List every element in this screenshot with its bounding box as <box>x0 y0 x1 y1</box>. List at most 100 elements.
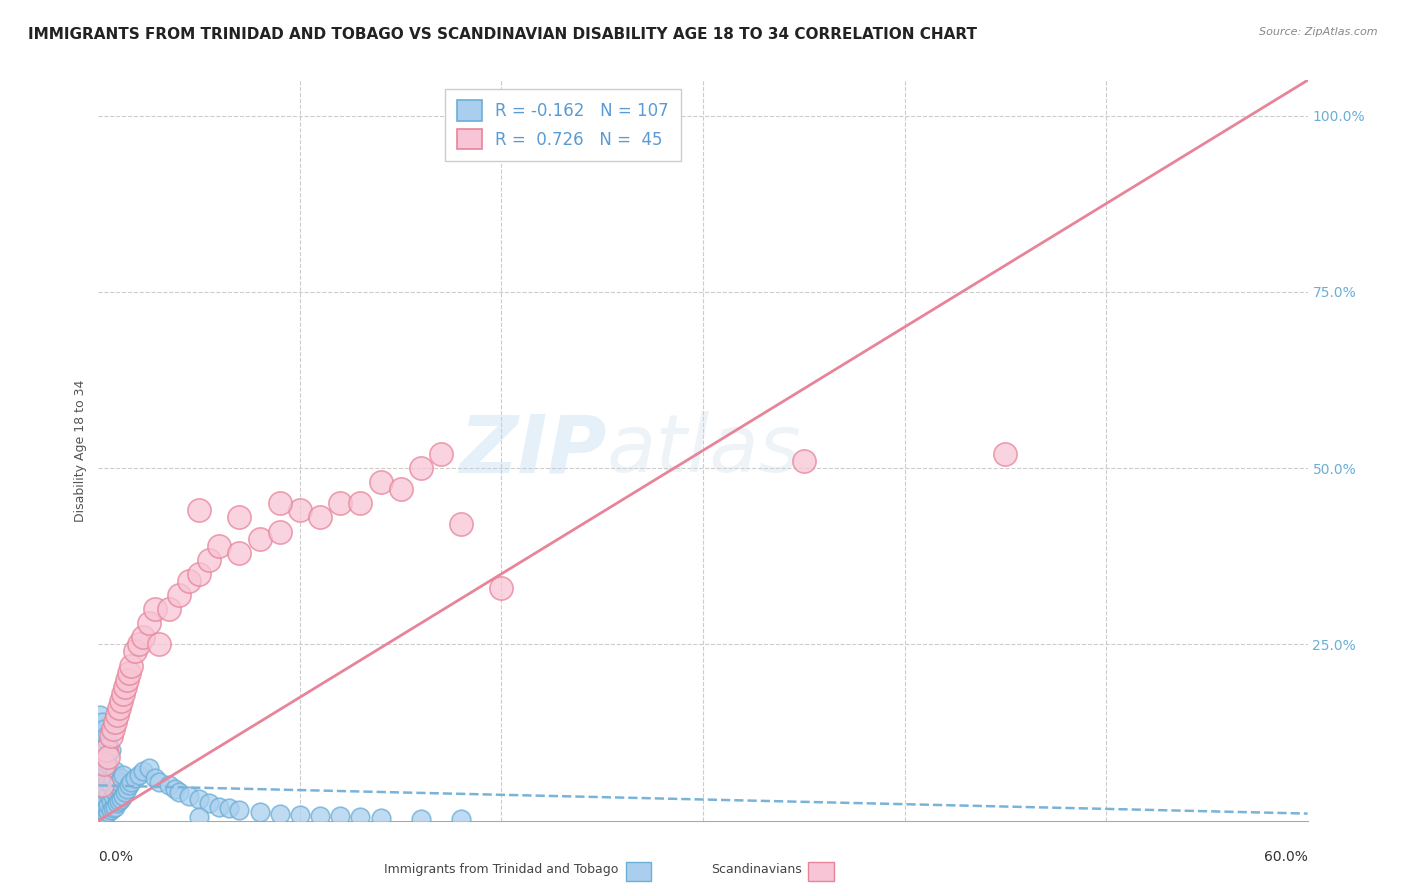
Point <box>89 796 111 810</box>
Point <box>269 496 291 510</box>
Point <box>97 798 120 813</box>
Point <box>124 644 146 658</box>
Point <box>409 812 432 826</box>
Point <box>100 729 122 743</box>
Point <box>132 630 155 644</box>
Point <box>128 768 150 782</box>
Point <box>118 665 141 680</box>
Point <box>93 778 115 792</box>
Point <box>107 701 129 715</box>
Point <box>188 810 211 824</box>
Point <box>208 539 231 553</box>
Point <box>138 761 160 775</box>
Point <box>91 796 114 810</box>
Point <box>188 503 211 517</box>
Point <box>93 722 115 736</box>
Point <box>89 801 111 815</box>
Point <box>329 496 352 510</box>
Point <box>228 803 250 817</box>
Point <box>89 764 111 779</box>
Text: Source: ZipAtlas.com: Source: ZipAtlas.com <box>1260 27 1378 37</box>
Point <box>124 772 146 786</box>
Text: Immigrants from Trinidad and Tobago: Immigrants from Trinidad and Tobago <box>384 863 619 876</box>
Point <box>163 781 186 796</box>
Point <box>288 503 311 517</box>
Point <box>103 714 125 729</box>
Point <box>114 785 136 799</box>
Point <box>101 789 124 803</box>
Point <box>269 524 291 539</box>
Point <box>91 810 114 824</box>
Point <box>91 808 114 822</box>
Point <box>101 772 124 786</box>
Point <box>89 799 111 814</box>
Point <box>97 805 120 820</box>
Point <box>115 673 138 687</box>
Point <box>103 785 125 799</box>
Point <box>167 588 190 602</box>
Point <box>89 803 111 817</box>
Point <box>91 799 114 814</box>
Point <box>143 602 166 616</box>
Point <box>103 799 125 814</box>
Point <box>89 772 111 786</box>
Point <box>91 714 114 729</box>
Point <box>188 566 211 581</box>
Point <box>118 778 141 792</box>
Point <box>89 806 111 821</box>
Point <box>309 808 332 822</box>
Point <box>111 768 134 782</box>
Point <box>389 482 412 496</box>
Point <box>110 792 132 806</box>
Point <box>179 574 201 588</box>
Text: atlas: atlas <box>606 411 801 490</box>
Point <box>96 743 118 757</box>
Point <box>96 806 118 821</box>
Point <box>157 602 180 616</box>
Point <box>96 781 118 796</box>
Point <box>115 781 138 796</box>
Point <box>97 750 120 764</box>
Text: 60.0%: 60.0% <box>1264 850 1308 864</box>
Point <box>89 805 111 820</box>
Point <box>96 729 118 743</box>
Point <box>218 801 240 815</box>
Point <box>110 694 132 708</box>
Point <box>100 778 122 792</box>
Point <box>89 789 111 803</box>
Point <box>97 736 120 750</box>
Point <box>188 792 211 806</box>
Point <box>430 447 453 461</box>
Point <box>91 722 114 736</box>
Point <box>269 806 291 821</box>
Point <box>89 757 111 772</box>
Point <box>89 778 111 792</box>
Point <box>491 581 513 595</box>
Point <box>97 775 120 789</box>
Point <box>89 743 111 757</box>
Point <box>89 792 111 806</box>
Point <box>349 810 371 824</box>
Point <box>89 785 111 799</box>
Point <box>111 789 134 803</box>
Point <box>93 757 115 772</box>
Y-axis label: Disability Age 18 to 34: Disability Age 18 to 34 <box>75 379 87 522</box>
Point <box>91 764 114 779</box>
Text: 0.0%: 0.0% <box>98 850 134 864</box>
Point <box>450 812 472 826</box>
Point <box>91 743 114 757</box>
Point <box>132 764 155 779</box>
Point <box>93 757 115 772</box>
Point <box>157 778 180 792</box>
Point <box>96 792 118 806</box>
Point <box>107 794 129 808</box>
Point <box>288 808 311 822</box>
Point <box>93 801 115 815</box>
Point <box>97 757 120 772</box>
Point <box>370 475 392 490</box>
Text: ZIP: ZIP <box>458 411 606 490</box>
Point <box>91 778 114 792</box>
Point <box>409 461 432 475</box>
Point <box>96 768 118 782</box>
Point <box>994 447 1017 461</box>
